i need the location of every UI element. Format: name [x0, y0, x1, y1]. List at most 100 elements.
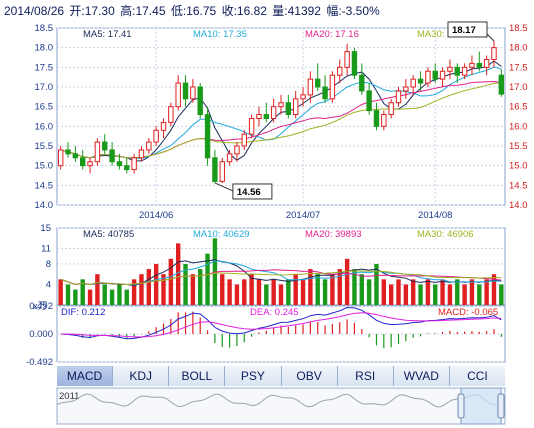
volume-bar: [322, 279, 328, 305]
candle-body: [160, 121, 167, 131]
tab-rsi[interactable]: RSI: [337, 366, 394, 386]
quote-date: 2014/08/26: [4, 4, 65, 18]
price-tick-right: 14.0: [509, 200, 528, 211]
tab-wvad[interactable]: WVAD: [393, 366, 450, 386]
price-tick-right: 16.0: [509, 121, 528, 132]
macd-tick-left: -0.492: [26, 357, 53, 368]
candle-body: [388, 102, 394, 116]
volume-bar: [227, 279, 232, 305]
volume-legend-ma5: MA5: 40785: [83, 229, 134, 240]
candle-body: [381, 114, 387, 127]
tab-cci[interactable]: CCI: [449, 366, 505, 386]
quote-low: 低:16.75: [170, 4, 217, 18]
quote-high: 高:17.45: [120, 4, 166, 18]
volume-bar: [161, 274, 166, 305]
volume-bar: [80, 279, 85, 305]
volume-bar: [264, 284, 269, 305]
price-tick-left: 14.0: [35, 200, 54, 211]
price-tick-right: 14.5: [509, 180, 528, 191]
volume-bar: [220, 274, 225, 305]
volume-bar: [352, 269, 357, 305]
candle-body: [351, 51, 358, 76]
candle-body: [248, 117, 255, 135]
volume-bar: [183, 263, 188, 305]
candle-body: [146, 141, 152, 151]
volume-tick-left: 4: [46, 279, 51, 290]
candle-body: [447, 66, 453, 72]
candle-body: [359, 74, 365, 92]
volume-legend-ma20: MA20: 39893: [305, 229, 362, 240]
volume-bar: [242, 279, 247, 305]
candle-body: [212, 157, 218, 182]
volume-bar: [278, 284, 284, 305]
price-legend-ma30: MA30: 17.03: [417, 29, 471, 40]
tab-macd[interactable]: MACD: [57, 366, 114, 386]
navigator-window: [460, 387, 502, 425]
volume-bar: [499, 284, 504, 305]
volume-bar: [300, 279, 306, 305]
macd-dea-line: [60, 312, 502, 338]
tab-boll[interactable]: BOLL: [169, 366, 226, 386]
volume-tick-left: 8: [46, 259, 51, 270]
candle-body: [168, 106, 174, 123]
candle-body: [263, 114, 270, 119]
volume-bar: [131, 279, 137, 305]
volume-bar: [455, 279, 460, 305]
candle-body: [80, 157, 86, 167]
navigator-year-label: 2011: [59, 391, 79, 402]
candle-body: [417, 78, 424, 84]
volume-bar: [65, 284, 71, 305]
candle-body: [256, 114, 262, 119]
volume-bar: [388, 284, 394, 305]
candle-body: [234, 145, 240, 155]
volume-bar: [462, 284, 467, 305]
candle-body: [270, 106, 277, 119]
candle-body: [344, 51, 350, 68]
volume-bar: [491, 274, 497, 305]
volume-bar: [146, 269, 152, 305]
candle-body: [300, 94, 306, 100]
volume-bar: [256, 279, 262, 305]
price-tick-left: 16.5: [35, 102, 54, 113]
tab-psy[interactable]: PSY: [225, 366, 282, 386]
candle-body: [138, 149, 145, 159]
tab-obv[interactable]: OBV: [281, 366, 338, 386]
date-tick-label: 2014/08: [418, 210, 452, 221]
candle-body: [498, 74, 505, 95]
volume-ma5-line: [60, 259, 502, 287]
volume-bar: [425, 279, 431, 305]
indicator-tab-bar: MACD KDJ BOLL PSY OBV RSI WVAD CCI: [57, 366, 505, 386]
candle-body: [483, 58, 490, 68]
tab-kdj[interactable]: KDJ: [113, 366, 170, 386]
volume-bar: [366, 279, 372, 305]
candle-body: [366, 90, 372, 112]
candle-body: [116, 161, 123, 167]
candle-body: [403, 86, 409, 92]
quote-volume: 量:41392: [272, 4, 321, 18]
price-tick-left: 16.0: [35, 121, 54, 132]
price-tick-left: 18.5: [35, 23, 54, 34]
macd-legend-macd: MACD: -0.065: [438, 307, 498, 318]
candle-body: [461, 66, 468, 76]
quote-status-bar: 2014/08/26 开:17.30 高:17.45 低:16.75 收:16.…: [4, 2, 382, 19]
candle-body: [65, 149, 71, 155]
candle-body: [204, 114, 211, 159]
candle-body: [337, 66, 343, 76]
volume-bar: [418, 284, 423, 305]
candle-body: [425, 70, 431, 84]
price-legend-ma10: MA10: 17.35: [193, 29, 247, 40]
volume-bar: [286, 279, 291, 305]
low-leader-line: [214, 182, 234, 192]
candle-panel-frame: [56, 27, 506, 206]
price-tick-left: 17.0: [35, 82, 54, 93]
candle-body: [197, 86, 203, 116]
volume-bar: [293, 274, 298, 305]
price-legend-ma5: MA5: 17.41: [83, 29, 132, 40]
volume-unit-label: x万: [33, 301, 47, 312]
low-annotation-box: [232, 183, 273, 200]
candle-body: [491, 47, 497, 60]
high-annotation: 18.17: [452, 25, 476, 36]
candle-body: [94, 141, 101, 163]
volume-bar: [271, 279, 276, 305]
volume-bar: [337, 269, 342, 305]
